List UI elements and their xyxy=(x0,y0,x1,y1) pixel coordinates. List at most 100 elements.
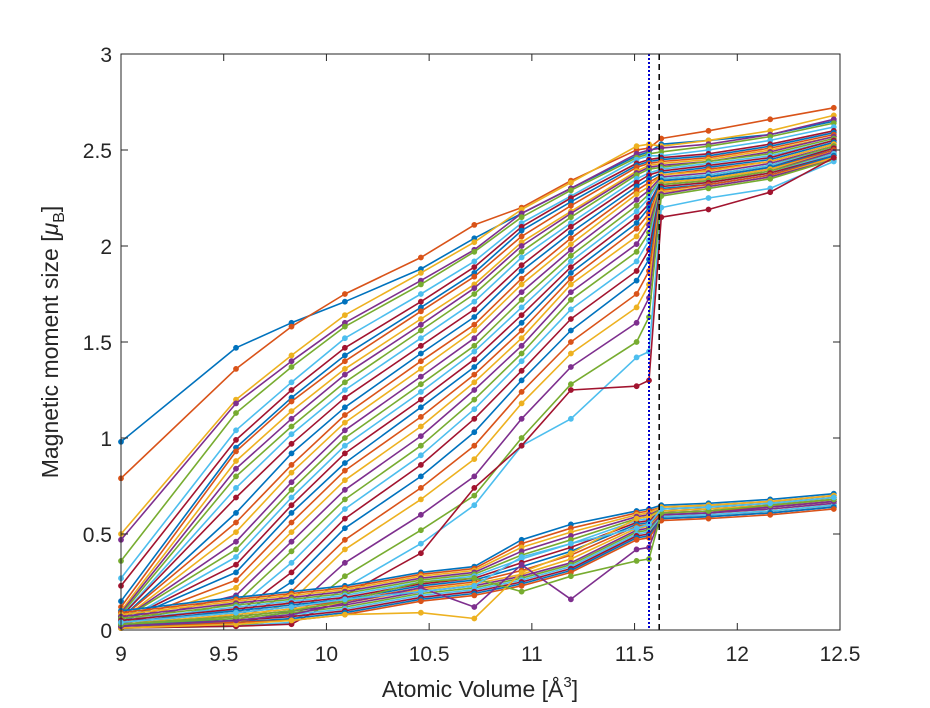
data-point xyxy=(288,538,295,545)
data-point xyxy=(288,529,295,535)
data-point xyxy=(417,588,424,595)
data-point xyxy=(417,404,424,411)
data-point xyxy=(568,281,574,288)
data-point xyxy=(471,306,478,313)
data-point xyxy=(518,342,525,349)
data-point xyxy=(288,479,295,486)
data-point xyxy=(518,442,525,449)
data-point xyxy=(233,465,239,472)
y-axis-label-text: Magnetic moment size [ xyxy=(37,235,63,478)
data-point xyxy=(471,258,478,265)
data-point xyxy=(633,258,640,265)
data-point xyxy=(288,431,295,438)
series-line-H7 xyxy=(120,130,834,587)
data-point xyxy=(341,358,348,365)
data-point xyxy=(341,486,348,493)
data-point xyxy=(518,358,525,365)
data-point xyxy=(705,515,712,522)
series-line-H15 xyxy=(120,141,835,620)
data-point xyxy=(568,381,574,388)
data-point xyxy=(471,248,478,255)
series-line-H12 xyxy=(120,137,834,616)
data-point xyxy=(830,154,837,161)
x-axis-label-text: Atomic Volume [Å xyxy=(382,675,564,702)
data-point xyxy=(633,383,640,390)
data-point xyxy=(417,433,424,439)
data-point xyxy=(341,596,348,603)
data-point xyxy=(417,358,424,365)
data-point xyxy=(233,609,239,616)
y-tick-label: 3 xyxy=(100,44,112,67)
data-point xyxy=(341,442,348,449)
data-point xyxy=(568,596,574,603)
data-point xyxy=(417,550,424,557)
data-point xyxy=(830,104,837,111)
y-tick-label: 0.5 xyxy=(83,524,112,547)
data-point xyxy=(471,442,478,449)
data-point xyxy=(341,344,348,351)
data-point xyxy=(288,494,295,501)
data-point xyxy=(518,296,525,303)
data-point xyxy=(568,289,574,295)
series-line-H10 xyxy=(120,135,834,612)
data-point xyxy=(417,291,424,297)
series-line-H26 xyxy=(120,153,835,627)
data-point xyxy=(633,143,640,150)
data-point xyxy=(518,377,525,384)
data-point xyxy=(471,285,478,292)
data-point xyxy=(633,191,640,198)
data-point xyxy=(417,540,424,547)
data-point xyxy=(233,510,239,516)
data-point xyxy=(518,312,525,318)
data-point xyxy=(518,214,525,221)
data-point xyxy=(518,304,525,311)
data-point xyxy=(568,415,574,422)
series-line-H20 xyxy=(120,147,835,623)
data-point xyxy=(633,304,640,311)
data-point xyxy=(417,423,424,430)
data-point xyxy=(288,423,295,430)
data-point xyxy=(568,264,574,270)
data-point xyxy=(471,273,478,280)
data-point xyxy=(288,548,295,555)
data-point xyxy=(705,195,712,201)
data-point xyxy=(518,582,525,589)
data-point xyxy=(568,316,574,322)
data-point xyxy=(417,365,424,372)
data-point xyxy=(568,246,574,253)
data-point xyxy=(568,258,574,265)
data-point xyxy=(633,208,640,215)
data-point xyxy=(341,467,348,474)
series-L20 xyxy=(118,494,837,626)
data-point xyxy=(633,536,640,543)
y-tick-label: 2 xyxy=(100,236,112,259)
data-point xyxy=(633,225,640,232)
data-point xyxy=(417,527,424,534)
y-axis-label-sub: B xyxy=(51,212,68,223)
data-point xyxy=(288,323,295,330)
data-point xyxy=(568,573,574,580)
data-point xyxy=(518,400,525,407)
plot-area xyxy=(121,54,840,630)
series-line-H14 xyxy=(120,139,835,618)
data-point xyxy=(518,335,525,342)
data-point xyxy=(568,223,574,230)
data-point xyxy=(568,187,574,194)
data-point xyxy=(830,506,837,512)
data-point xyxy=(288,617,295,624)
data-point xyxy=(341,312,348,318)
data-point xyxy=(518,254,525,261)
data-point xyxy=(633,558,640,564)
data-point xyxy=(568,202,574,209)
data-point xyxy=(518,227,525,234)
data-point xyxy=(417,473,424,480)
data-point xyxy=(633,291,640,297)
data-point xyxy=(417,298,424,305)
data-point xyxy=(288,519,295,526)
data-point xyxy=(568,327,574,334)
data-point xyxy=(518,350,525,357)
series-H34 xyxy=(118,158,837,631)
data-point xyxy=(568,387,574,393)
data-point xyxy=(767,175,774,182)
data-point xyxy=(518,319,525,326)
